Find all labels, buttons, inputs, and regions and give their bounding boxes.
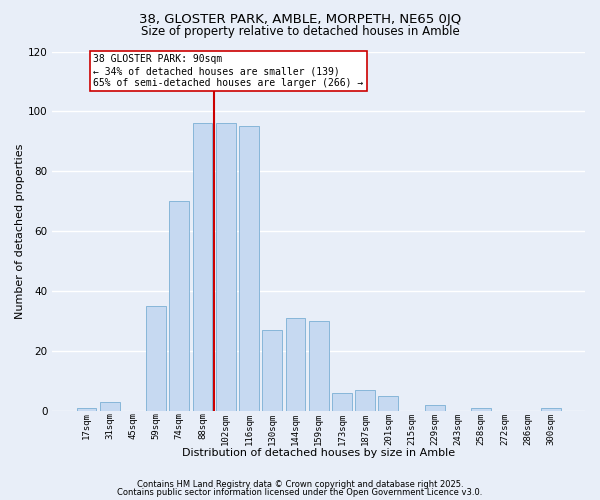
Bar	[379, 396, 398, 411]
Bar	[355, 390, 375, 411]
Bar	[541, 408, 561, 411]
Bar	[332, 393, 352, 411]
Text: 38 GLOSTER PARK: 90sqm
← 34% of detached houses are smaller (139)
65% of semi-de: 38 GLOSTER PARK: 90sqm ← 34% of detached…	[94, 54, 364, 88]
X-axis label: Distribution of detached houses by size in Amble: Distribution of detached houses by size …	[182, 448, 455, 458]
Text: Size of property relative to detached houses in Amble: Size of property relative to detached ho…	[140, 25, 460, 38]
Bar	[77, 408, 97, 411]
Bar	[239, 126, 259, 411]
Bar	[309, 321, 329, 411]
Bar	[425, 405, 445, 411]
Bar	[193, 124, 212, 411]
Bar	[146, 306, 166, 411]
Bar	[286, 318, 305, 411]
Y-axis label: Number of detached properties: Number of detached properties	[15, 144, 25, 319]
Bar	[169, 202, 189, 411]
Bar	[472, 408, 491, 411]
Bar	[100, 402, 119, 411]
Text: 38, GLOSTER PARK, AMBLE, MORPETH, NE65 0JQ: 38, GLOSTER PARK, AMBLE, MORPETH, NE65 0…	[139, 12, 461, 26]
Text: Contains public sector information licensed under the Open Government Licence v3: Contains public sector information licen…	[118, 488, 482, 497]
Text: Contains HM Land Registry data © Crown copyright and database right 2025.: Contains HM Land Registry data © Crown c…	[137, 480, 463, 489]
Bar	[262, 330, 282, 411]
Bar	[216, 124, 236, 411]
